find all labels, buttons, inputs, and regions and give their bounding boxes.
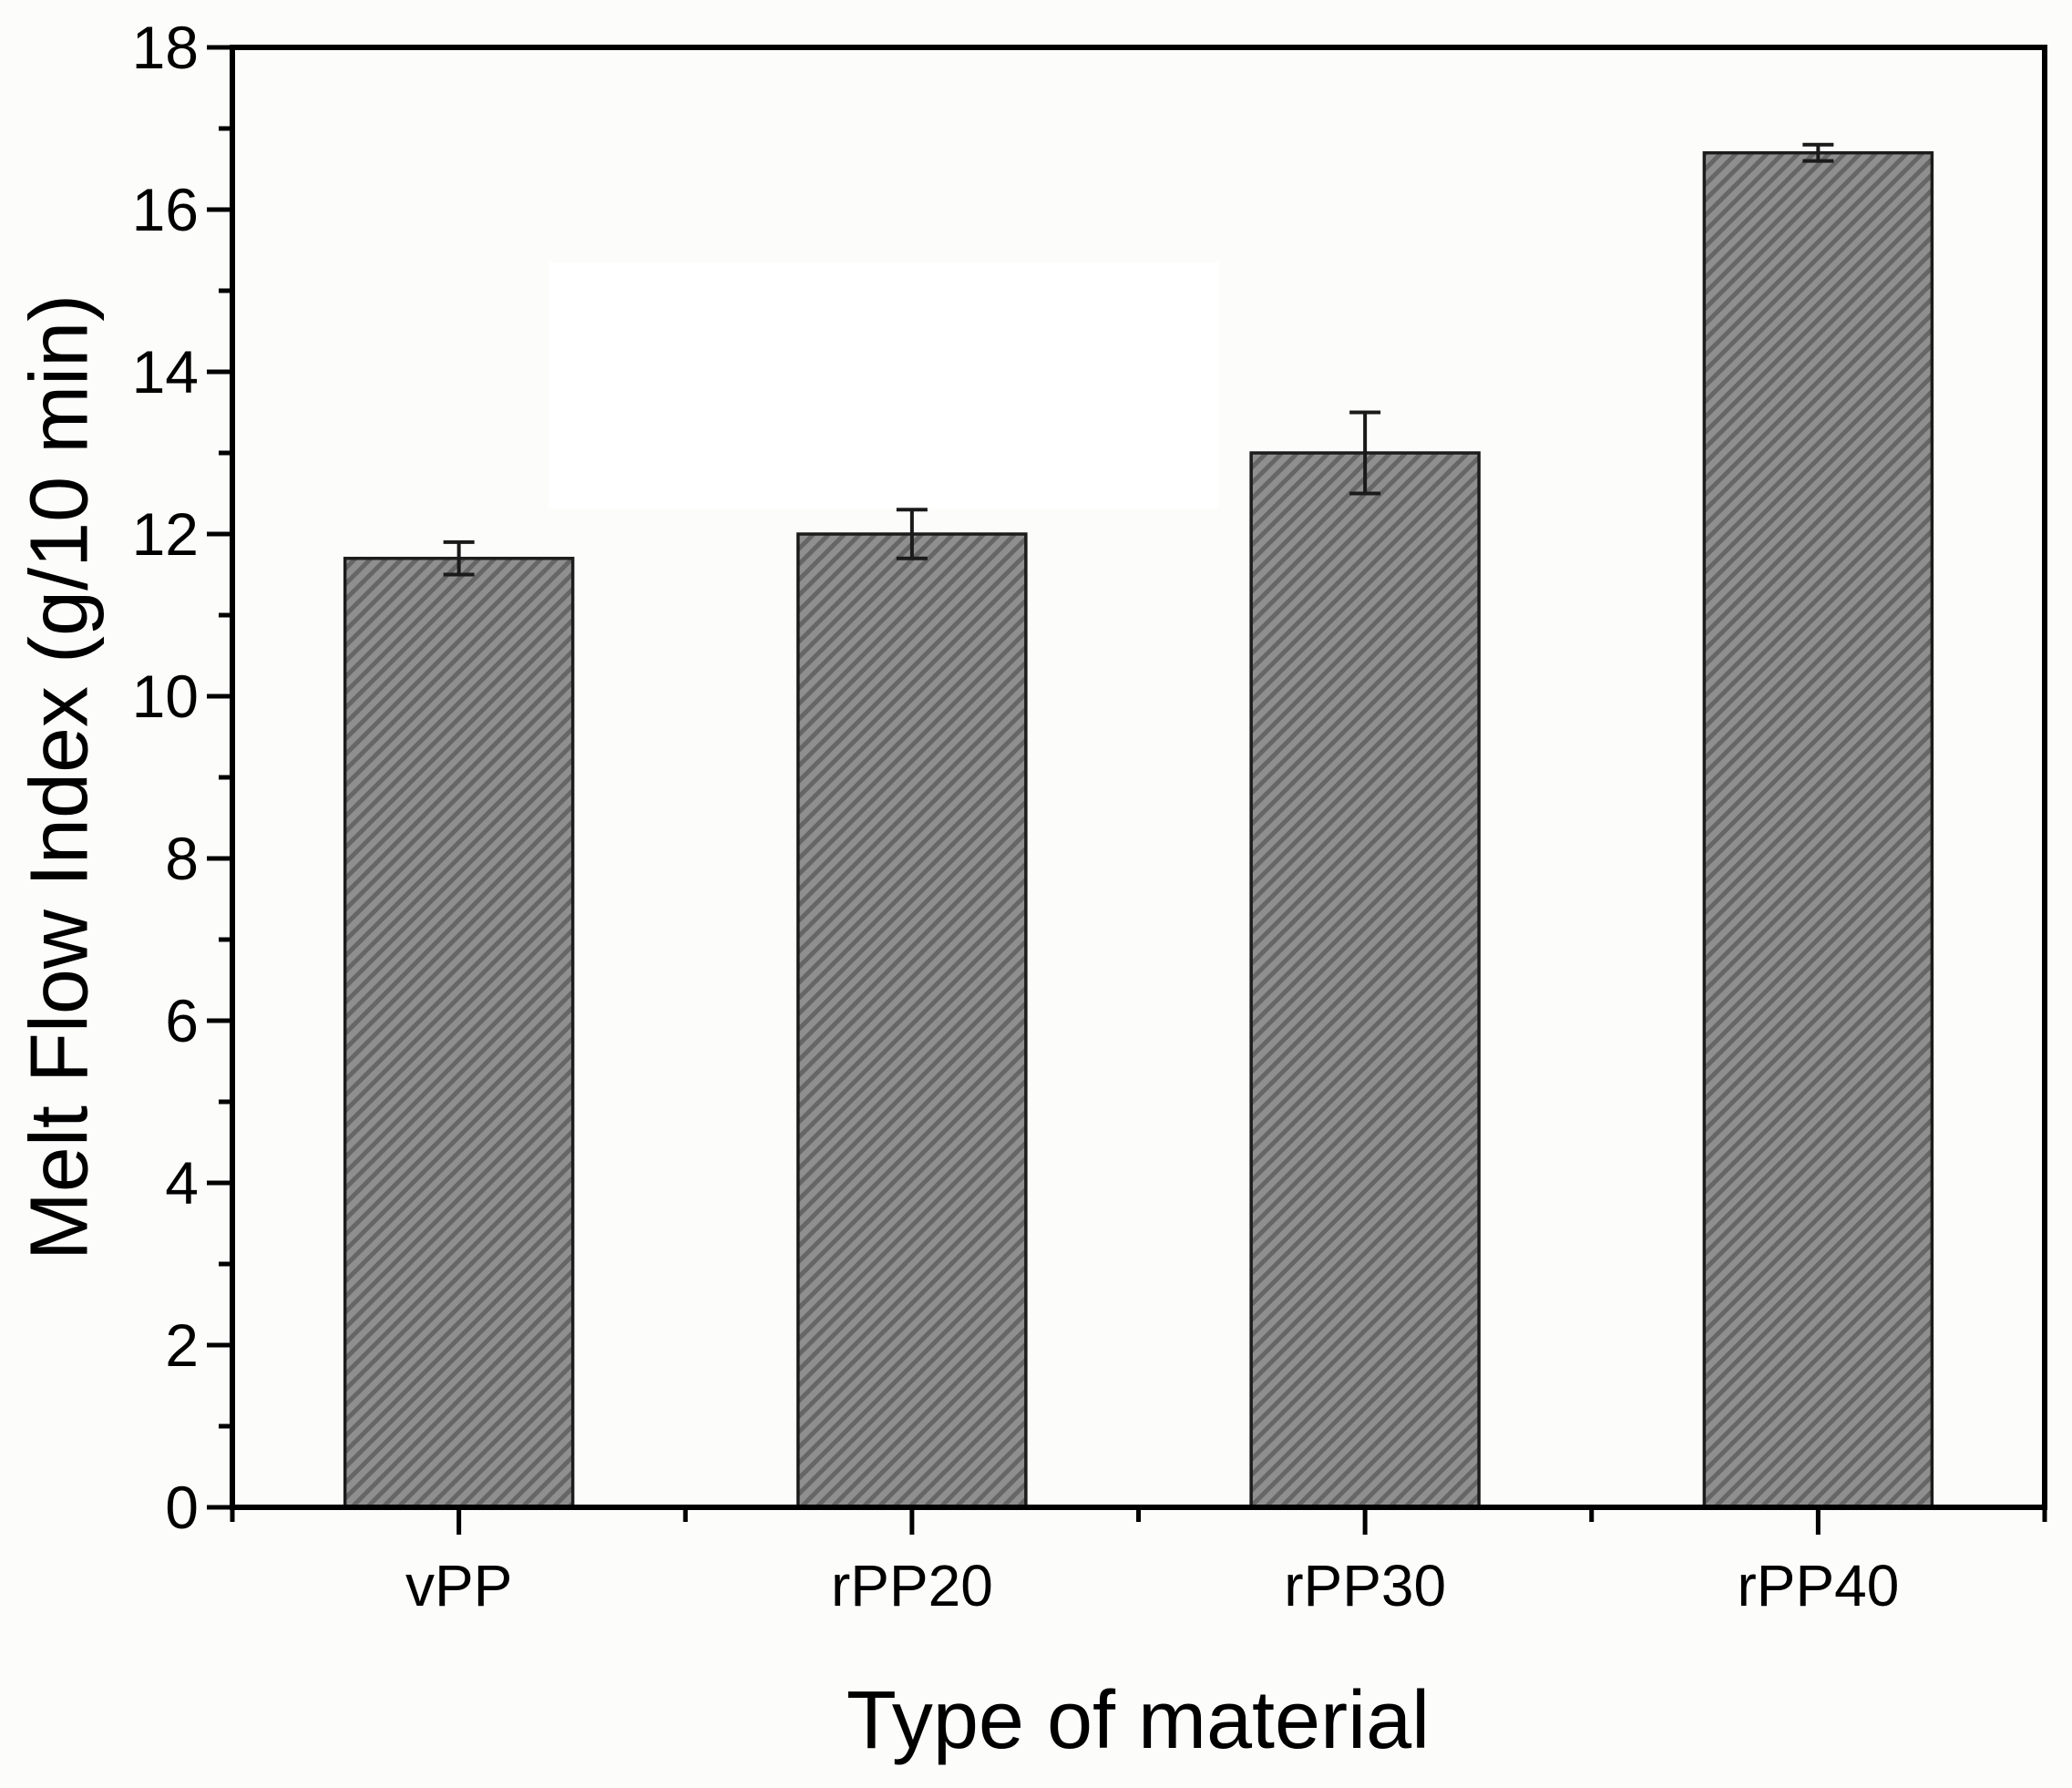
x-tick-label: rPP20 (831, 1553, 993, 1618)
y-tick-labels: 0 2 4 6 8 10 12 14 16 18 (132, 14, 199, 1541)
error-bar-rPP40 (1802, 142, 1834, 163)
error-bar-vPP (443, 539, 475, 577)
bar-vPP (343, 556, 575, 1509)
y-tick-label: 12 (132, 500, 199, 568)
y-tick-label: 8 (165, 825, 199, 892)
y-tick-label: 2 (165, 1311, 199, 1379)
y-tick-label: 0 (165, 1474, 199, 1541)
x-tick-label: rPP40 (1737, 1553, 1899, 1618)
bar-rPP30 (1249, 451, 1481, 1509)
background-patch (549, 262, 1219, 509)
x-axis-title: Type of material (846, 1675, 1430, 1766)
y-axis-title: Melt Flow Index (g/10 min) (15, 294, 106, 1260)
x-tick-labels: vPP rPP20 rPP30 rPP40 (405, 1553, 1899, 1618)
y-tick-label: 14 (132, 338, 199, 406)
x-tick-label: vPP (405, 1553, 512, 1618)
bar-rPP40 (1702, 150, 1934, 1509)
axis-ticks-layer (207, 45, 2047, 1535)
y-tick-label: 4 (165, 1149, 199, 1217)
y-tick-label: 16 (132, 176, 199, 243)
bar-rPP20 (796, 532, 1028, 1509)
y-tick-label: 10 (132, 663, 199, 730)
error-bar-rPP20 (896, 508, 928, 560)
y-tick-label: 18 (132, 14, 199, 81)
y-tick-label: 6 (165, 987, 199, 1054)
bars-layer (343, 150, 1934, 1509)
x-tick-label: rPP30 (1284, 1553, 1446, 1618)
error-bars-layer (443, 142, 1834, 577)
error-bar-rPP30 (1349, 410, 1381, 496)
